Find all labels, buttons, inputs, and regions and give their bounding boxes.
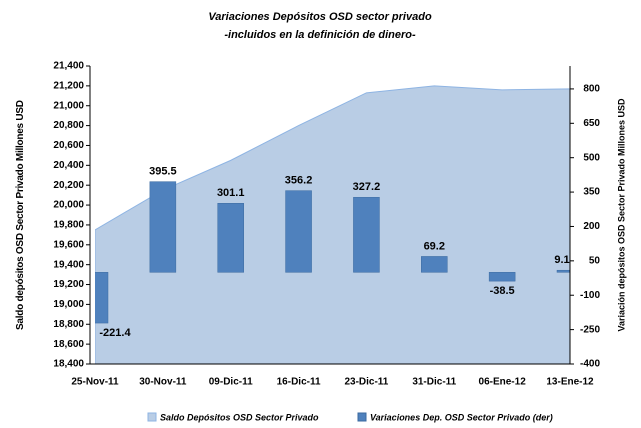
y-tick-label: 21,400 bbox=[53, 61, 84, 72]
chart-subtitle: -incluidos en la definición de dinero- bbox=[224, 29, 416, 41]
data-label: 9.1 bbox=[554, 254, 569, 266]
bar bbox=[421, 256, 448, 273]
x-tick-label: 31-Dic-11 bbox=[412, 377, 456, 388]
bar bbox=[217, 203, 244, 273]
data-label: 395.5 bbox=[149, 166, 177, 178]
y2-tick-label: 50 bbox=[589, 255, 601, 266]
y-tick-label: 20,800 bbox=[53, 120, 84, 131]
bar bbox=[556, 269, 570, 273]
y-tick-label: 20,000 bbox=[53, 200, 84, 211]
y-axis-label-text: Saldo depósitos OSD Sector Privado Millo… bbox=[15, 100, 26, 330]
legend-swatch bbox=[357, 412, 367, 422]
y2-tick-label: 800 bbox=[583, 84, 600, 95]
y-tick-label: 18,600 bbox=[53, 339, 84, 350]
x-tick-label: 16-Dic-11 bbox=[277, 377, 321, 388]
plot bbox=[95, 85, 570, 365]
data-label: -221.4 bbox=[99, 327, 131, 339]
y-tick-label: 20,200 bbox=[53, 180, 84, 191]
y2-tick-label: 650 bbox=[583, 118, 600, 129]
y-tick-label: 19,800 bbox=[53, 220, 84, 231]
y2-tick-label: 500 bbox=[583, 152, 600, 163]
y-tick-label: 19,400 bbox=[53, 259, 84, 270]
y2-tick-label: -100 bbox=[580, 290, 600, 301]
y2-tick-label: 350 bbox=[583, 187, 600, 198]
x-tick-label: 23-Dic-11 bbox=[344, 377, 388, 388]
legend-label: Variaciones Dep. OSD Sector Privado (der… bbox=[370, 412, 553, 422]
legend-label: Saldo Depósitos OSD Sector Privado bbox=[160, 412, 319, 422]
y-tick-label: 19,200 bbox=[53, 279, 84, 290]
y-tick-label: 21,200 bbox=[53, 81, 84, 92]
chart-title: Variaciones Depósitos OSD sector privado bbox=[208, 11, 432, 23]
bar bbox=[285, 190, 312, 273]
x-tick-label: 30-Nov-11 bbox=[139, 377, 187, 388]
y2-axis-label: Variación depósitos OSD Sector Privado M… bbox=[616, 98, 626, 332]
bar bbox=[149, 181, 177, 273]
y2-tick-label: -400 bbox=[580, 359, 600, 370]
y-tick-label: 20,600 bbox=[53, 140, 84, 151]
data-label: 356.2 bbox=[285, 175, 313, 187]
bar bbox=[488, 272, 516, 282]
x-tick-label: 06-Ene-12 bbox=[479, 377, 527, 388]
y-tick-label: 19,600 bbox=[53, 239, 84, 250]
legend-swatch bbox=[147, 412, 157, 422]
x-tick-label: 09-Dic-11 bbox=[209, 377, 253, 388]
data-label: 301.1 bbox=[217, 187, 245, 199]
y2-tick-label: -250 bbox=[580, 324, 600, 335]
y-tick-label: 18,800 bbox=[53, 319, 84, 330]
y-tick-label: 19,000 bbox=[53, 299, 84, 310]
y-tick-label: 20,400 bbox=[53, 160, 84, 171]
bar bbox=[353, 197, 380, 273]
y-tick-label: 21,000 bbox=[53, 100, 84, 111]
y-tick-label: 18,400 bbox=[53, 359, 84, 370]
area bbox=[95, 85, 570, 365]
y2-tick-label: 200 bbox=[583, 221, 600, 232]
x-tick-label: 25-Nov-11 bbox=[71, 377, 119, 388]
data-label: 69.2 bbox=[424, 240, 445, 252]
bar bbox=[95, 272, 109, 324]
data-label: -38.5 bbox=[490, 285, 515, 297]
y-axis-label: Saldo depósitos OSD Sector Privado Millo… bbox=[15, 100, 26, 330]
x-tick-label: 13-Ene-12 bbox=[546, 377, 594, 388]
data-label: 327.2 bbox=[353, 181, 381, 193]
